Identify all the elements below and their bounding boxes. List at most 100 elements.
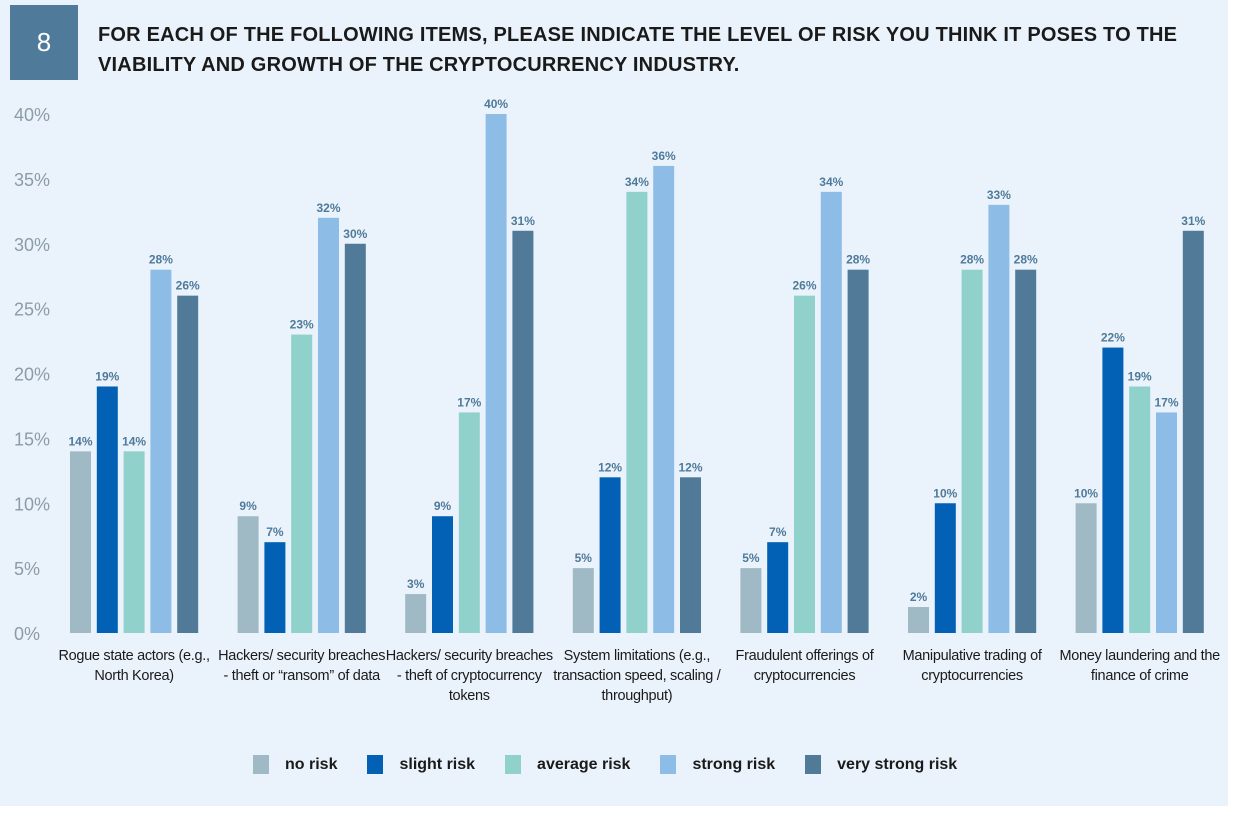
bar-strong-risk [485,114,507,633]
bar-no-risk [740,568,762,633]
y-tick-label: 15% [14,429,50,449]
bar-strong-risk [653,165,675,633]
bar-strong-risk [820,191,842,633]
bar-slight-risk [432,516,453,633]
legend-label: strong risk [692,755,776,773]
y-tick-label: 10% [14,494,50,514]
value-label: 34% [625,175,649,189]
bar-slight-risk [1102,347,1124,633]
category-label: Hackers/ security breaches - theft or “r… [218,648,386,684]
category-label: Money laundering and the finance of crim… [1059,648,1220,684]
value-label: 28% [846,253,870,267]
value-label: 28% [1014,253,1038,267]
legend-item: slight risk [367,755,475,774]
bar-no-risk [237,516,259,633]
y-tick-label: 5% [14,559,40,579]
bar-no-risk [70,451,91,633]
bar-slight-risk [264,542,286,633]
value-label: 26% [792,279,816,293]
bar-slight-risk [767,542,789,633]
value-label: 33% [987,188,1011,202]
value-label: 14% [122,434,146,448]
value-label: 5% [575,551,593,565]
legend-label: no risk [285,755,338,773]
bar-average-risk [1129,386,1151,633]
value-label: 19% [95,369,119,383]
bar-strong-risk [1156,412,1177,633]
bar-no-risk [572,568,594,633]
bar-no-risk [405,594,427,633]
bar-slight-risk [599,477,621,633]
bar-average-risk [794,295,815,633]
legend: no risk slight risk average risk strong ris… [253,755,987,774]
y-tick-label: 25% [14,300,50,320]
value-label: 7% [769,525,787,539]
category-label: Hackers/ security breaches - theft of cr… [385,648,553,704]
value-label: 32% [316,201,340,215]
value-label: 9% [434,499,452,513]
legend-item: very strong risk [805,755,957,774]
y-tick-label: 35% [14,170,50,190]
category-label: Manipulative trading of cryptocurrencies [902,648,1042,684]
legend-label: slight risk [399,755,476,773]
legend-item: average risk [505,755,630,774]
legend-label: very strong risk [837,755,958,773]
category-label: Rogue state actors (e.g., North Korea) [58,648,210,684]
bar-average-risk [458,412,480,633]
value-label: 2% [910,590,928,604]
bar-average-risk [123,451,145,633]
y-tick-label: 20% [14,365,50,385]
legend-swatch [805,755,822,774]
value-label: 7% [266,525,284,539]
value-label: 36% [652,149,676,163]
value-label: 30% [343,227,367,241]
legend-label: average risk [537,755,631,773]
value-label: 17% [1154,395,1178,409]
value-label: 22% [1101,331,1125,345]
bar-very-strong-risk [1182,230,1204,633]
value-label: 31% [1181,214,1205,228]
bar-slight-risk [934,503,956,633]
value-label: 23% [290,318,314,332]
legend-item: strong risk [660,755,775,774]
bar-average-risk [291,334,313,633]
value-label: 9% [239,499,257,513]
bar-strong-risk [318,217,339,634]
value-label: 17% [457,395,481,409]
bar-average-risk [961,269,983,633]
bar-very-strong-risk [1015,269,1037,633]
bar-very-strong-risk [344,243,366,633]
value-label: 28% [960,253,984,267]
legend-swatch [660,755,677,774]
value-label: 28% [149,253,173,267]
value-label: 10% [933,486,957,500]
value-label: 12% [678,460,702,474]
bar-no-risk [908,607,929,633]
legend-item: no risk [253,755,337,774]
chart-title: FOR EACH OF THE FOLLOWING ITEMS, PLEASE … [98,24,1178,76]
value-label: 5% [742,551,760,565]
bar-no-risk [1075,503,1097,633]
category-label: Fraudulent offerings of cryptocurrencies [735,648,874,684]
value-label: 26% [176,279,200,293]
value-label: 31% [511,214,535,228]
question-number-badge: 8 [10,5,78,80]
value-label: 3% [407,577,425,591]
y-tick-label: 40% [14,105,50,125]
legend-swatch [505,755,522,774]
bar-very-strong-risk [847,269,869,633]
bar-very-strong-risk [680,477,701,633]
legend-swatch [253,755,269,774]
bar-strong-risk [150,269,172,633]
category-label: System limitations (e.g., transaction sp… [553,648,721,704]
y-tick-label: 30% [14,235,50,255]
value-label: 12% [598,460,622,474]
value-label: 19% [1128,369,1152,383]
value-label: 40% [484,97,508,111]
bar-strong-risk [988,204,1010,633]
bar-slight-risk [96,386,118,633]
y-tick-label: 0% [14,624,40,644]
value-label: 14% [68,434,92,448]
value-label: 34% [819,175,843,189]
